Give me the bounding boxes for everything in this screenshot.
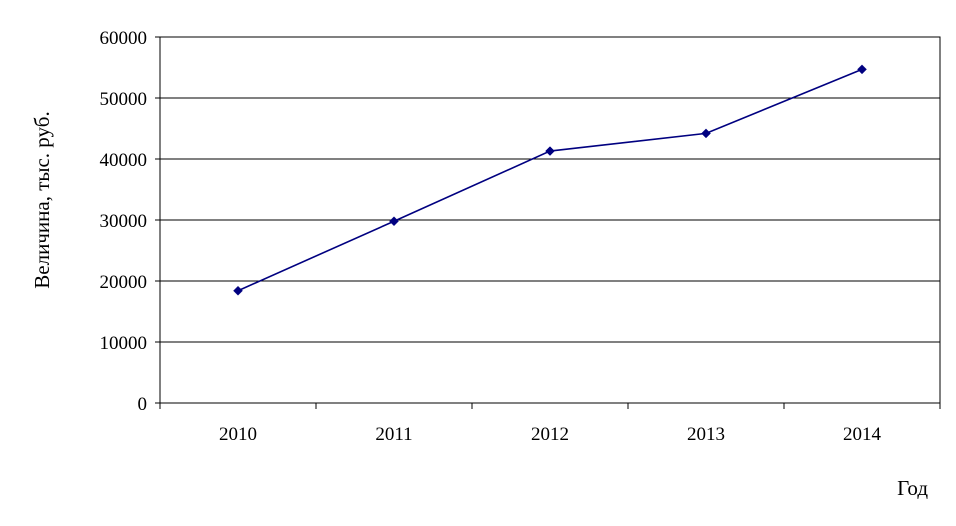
x-tick-label: 2011 bbox=[375, 424, 412, 445]
series-group bbox=[233, 64, 867, 296]
y-tick-label: 10000 bbox=[100, 333, 148, 354]
x-tick-label: 2013 bbox=[687, 424, 725, 445]
gridlines bbox=[160, 97, 940, 343]
data-point bbox=[545, 146, 555, 156]
y-axis-tick-labels: 0 10000 20000 30000 40000 50000 60000 bbox=[100, 28, 160, 415]
y-tick-label: 0 bbox=[138, 394, 148, 415]
x-tick-label: 2010 bbox=[219, 424, 257, 445]
data-point bbox=[389, 216, 399, 227]
y-tick-label: 60000 bbox=[100, 28, 148, 49]
x-axis-tick-labels: 2010 2011 2012 2013 2014 bbox=[219, 424, 882, 445]
x-axis-ticks bbox=[159, 403, 941, 409]
x-axis-title: Год bbox=[897, 476, 928, 500]
y-tick-label: 20000 bbox=[100, 272, 148, 293]
y-tick-label: 30000 bbox=[100, 211, 148, 232]
data-point bbox=[701, 128, 711, 139]
x-tick-label: 2012 bbox=[531, 424, 569, 445]
data-point bbox=[233, 285, 243, 296]
y-tick-label: 40000 bbox=[100, 150, 148, 171]
y-tick-label: 50000 bbox=[100, 89, 148, 110]
data-point bbox=[857, 64, 867, 75]
x-tick-label: 2014 bbox=[843, 424, 882, 445]
y-axis-title: Величина, тыс. руб. bbox=[30, 111, 54, 288]
